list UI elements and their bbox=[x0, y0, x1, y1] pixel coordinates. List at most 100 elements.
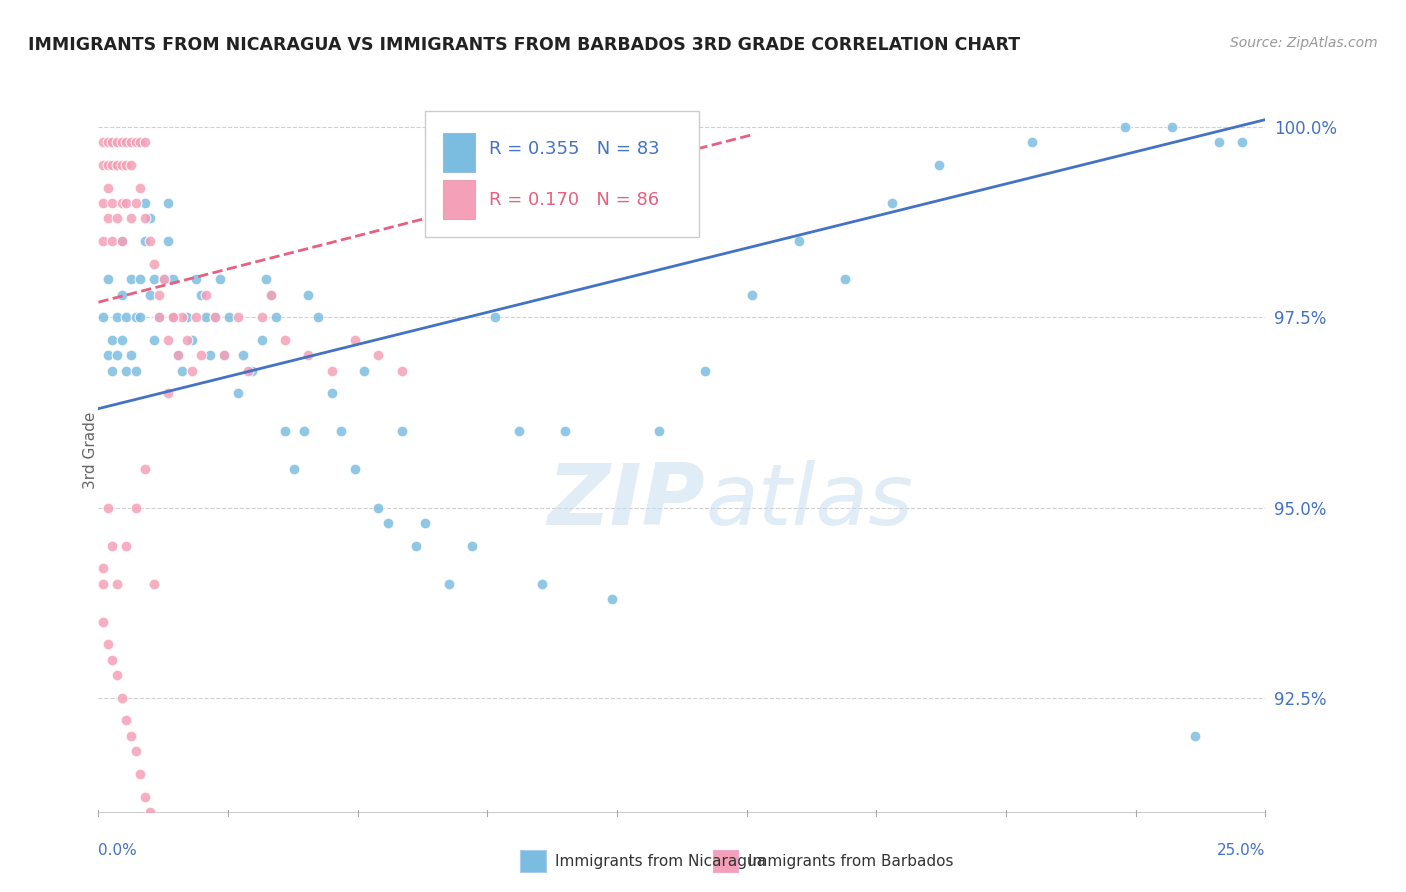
Point bbox=[186, 310, 208, 325]
Point bbox=[148, 310, 170, 325]
Point bbox=[297, 348, 319, 362]
Text: Source: ZipAtlas.com: Source: ZipAtlas.com bbox=[1230, 36, 1378, 50]
Point bbox=[97, 500, 120, 515]
Point bbox=[101, 333, 124, 347]
Point bbox=[115, 714, 138, 728]
Point bbox=[134, 235, 156, 249]
Text: 25.0%: 25.0% bbox=[1218, 843, 1265, 858]
Point bbox=[1208, 136, 1230, 150]
Point bbox=[125, 136, 148, 150]
Point bbox=[115, 136, 138, 150]
Point bbox=[139, 287, 162, 301]
Point bbox=[105, 211, 128, 226]
Point bbox=[330, 425, 353, 439]
Text: R = 0.170   N = 86: R = 0.170 N = 86 bbox=[489, 191, 659, 209]
Point bbox=[125, 196, 148, 211]
Point bbox=[91, 576, 114, 591]
Point bbox=[134, 462, 156, 476]
Point bbox=[162, 310, 184, 325]
Point bbox=[484, 310, 506, 325]
Point bbox=[344, 333, 367, 347]
Point bbox=[105, 576, 128, 591]
Point bbox=[344, 462, 367, 476]
Point bbox=[1230, 136, 1253, 150]
Point bbox=[139, 235, 162, 249]
Point bbox=[91, 196, 114, 211]
Point bbox=[97, 348, 120, 362]
Point bbox=[297, 287, 319, 301]
Point bbox=[880, 196, 903, 211]
Point bbox=[834, 272, 856, 286]
Point bbox=[194, 310, 217, 325]
Point bbox=[97, 211, 120, 226]
Text: R = 0.355   N = 83: R = 0.355 N = 83 bbox=[489, 140, 659, 158]
Point bbox=[148, 287, 170, 301]
Point bbox=[292, 425, 315, 439]
Point bbox=[157, 235, 180, 249]
Point bbox=[228, 310, 250, 325]
Text: ZIP: ZIP bbox=[547, 459, 706, 542]
Point bbox=[143, 272, 166, 286]
Point bbox=[129, 310, 152, 325]
Point bbox=[125, 500, 148, 515]
Point bbox=[143, 333, 166, 347]
Point bbox=[274, 333, 297, 347]
Point bbox=[321, 386, 343, 401]
Point bbox=[260, 287, 283, 301]
Point bbox=[391, 425, 413, 439]
Point bbox=[120, 136, 142, 150]
Text: atlas: atlas bbox=[706, 459, 914, 542]
Point bbox=[101, 363, 124, 377]
Point bbox=[91, 561, 114, 575]
Point bbox=[176, 333, 198, 347]
Point bbox=[787, 235, 810, 249]
Point bbox=[264, 310, 287, 325]
Point bbox=[120, 158, 142, 172]
Point bbox=[250, 310, 273, 325]
Point bbox=[129, 272, 152, 286]
Point bbox=[120, 348, 142, 362]
Text: IMMIGRANTS FROM NICARAGUA VS IMMIGRANTS FROM BARBADOS 3RD GRADE CORRELATION CHAR: IMMIGRANTS FROM NICARAGUA VS IMMIGRANTS … bbox=[28, 36, 1021, 54]
Point bbox=[260, 287, 283, 301]
Point bbox=[120, 211, 142, 226]
Point bbox=[120, 272, 142, 286]
Point bbox=[377, 516, 399, 530]
Point bbox=[250, 333, 273, 347]
Point bbox=[101, 235, 124, 249]
Point bbox=[101, 136, 124, 150]
FancyBboxPatch shape bbox=[425, 111, 699, 237]
Point bbox=[152, 865, 174, 880]
Point bbox=[125, 310, 148, 325]
Point bbox=[200, 348, 222, 362]
Point bbox=[166, 348, 188, 362]
Point bbox=[139, 211, 162, 226]
Point bbox=[129, 136, 152, 150]
Bar bbox=[443, 133, 475, 172]
Bar bbox=[443, 179, 475, 219]
Point bbox=[256, 272, 278, 286]
Point bbox=[91, 615, 114, 629]
Point bbox=[176, 310, 198, 325]
Point bbox=[695, 363, 717, 377]
Point bbox=[115, 539, 138, 553]
Point bbox=[228, 386, 250, 401]
Point bbox=[162, 310, 184, 325]
Point bbox=[437, 576, 460, 591]
Point bbox=[157, 196, 180, 211]
Point bbox=[111, 136, 134, 150]
Point bbox=[101, 196, 124, 211]
Point bbox=[353, 363, 375, 377]
Point bbox=[143, 257, 166, 271]
Point bbox=[1161, 120, 1184, 135]
Point bbox=[162, 310, 184, 325]
Point bbox=[143, 576, 166, 591]
Point bbox=[139, 805, 162, 819]
Point bbox=[172, 363, 194, 377]
Point bbox=[186, 272, 208, 286]
Point bbox=[111, 690, 134, 705]
Point bbox=[741, 287, 763, 301]
Point bbox=[461, 539, 484, 553]
Point bbox=[166, 348, 188, 362]
Point bbox=[647, 425, 669, 439]
Point bbox=[120, 729, 142, 743]
